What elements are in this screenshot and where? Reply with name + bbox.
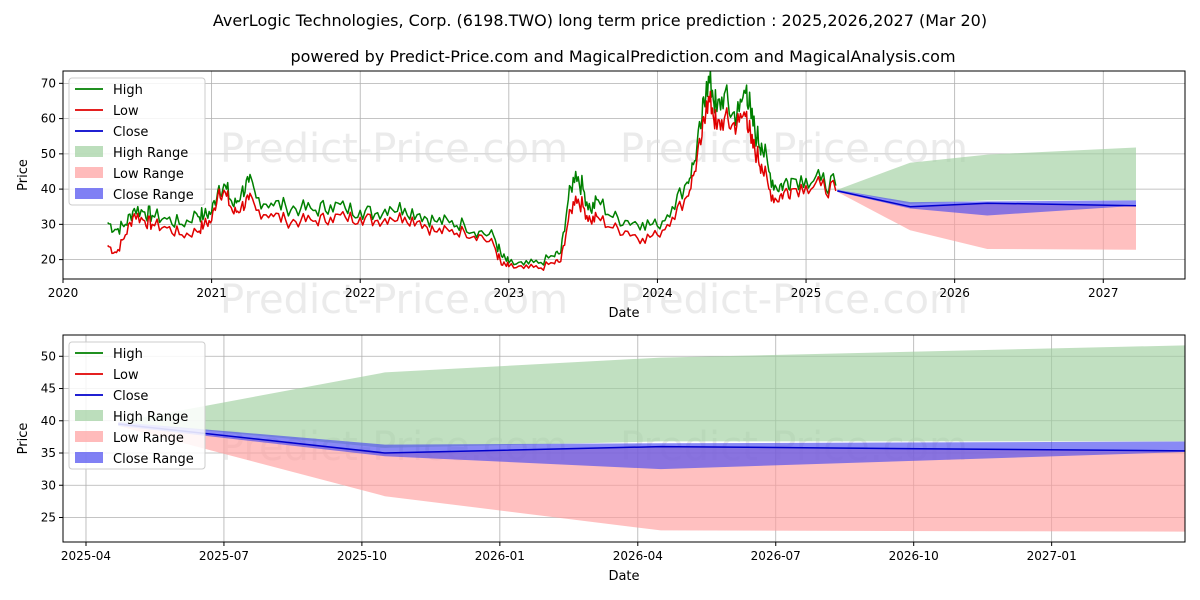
legend-label: Low Range <box>113 431 184 446</box>
y-axis-label: Price <box>16 423 31 455</box>
legend-label: Close Range <box>113 452 194 467</box>
high-range-band <box>837 147 1136 204</box>
x-tick-label: 2027 <box>1088 286 1119 300</box>
close-series-line <box>837 190 1137 208</box>
x-axis-label: Date <box>608 306 639 321</box>
axis-ticks: 2025-04 2025-07 2025-10 2026-01 2026-04 2026-… <box>41 349 1077 563</box>
high-range-band <box>118 345 1185 448</box>
legend: High Low Close High Range Low Range Close Ran… <box>68 77 206 206</box>
x-tick-label: 2025-10 <box>337 549 387 563</box>
legend: High Low Close High Range Low Range Close Ran… <box>68 341 206 470</box>
plot-frame <box>62 70 1186 280</box>
y-tick-label: 35 <box>41 446 56 460</box>
x-tick-label: 2026-07 <box>751 549 801 563</box>
legend-label: Low <box>113 368 139 383</box>
watermark-text: Predict-Price.com <box>620 277 968 323</box>
legend-label: Low <box>113 104 139 119</box>
plot-frame <box>62 334 1186 543</box>
x-tick-label: 2026 <box>939 286 970 300</box>
watermark-text: Predict-Price.com <box>220 126 568 172</box>
y-tick-label: 45 <box>41 382 56 396</box>
y-tick-label: 20 <box>41 253 56 267</box>
legend-swatch-patch <box>75 431 103 442</box>
plot-area <box>107 71 1137 271</box>
x-tick-label: 2021 <box>196 286 227 300</box>
x-tick-label: 2025 <box>791 286 822 300</box>
close-range-band <box>118 422 1185 470</box>
y-tick-label: 50 <box>41 349 56 363</box>
close-series-line <box>118 423 1185 454</box>
legend-label: Close Range <box>113 188 194 203</box>
plot-area <box>118 345 1185 532</box>
y-tick-label: 60 <box>41 112 56 126</box>
axis-ticks: 2020 2021 2022 2023 2024 2025 2026 2027 20 30 40 50… <box>41 76 1119 300</box>
legend-swatch-patch <box>75 167 103 178</box>
low-series-line <box>107 90 837 271</box>
watermark-text: Predict-Price.com <box>220 277 568 323</box>
y-tick-label: 40 <box>41 182 56 196</box>
legend-label: Low Range <box>113 167 184 182</box>
y-tick-label: 25 <box>41 510 56 524</box>
legend-label: High Range <box>113 410 188 425</box>
x-tick-label: 2025-07 <box>199 549 249 563</box>
legend-swatch-patch <box>75 188 103 199</box>
legend-swatch-patch <box>75 146 103 157</box>
legend-swatch-patch <box>75 410 103 421</box>
chart-subtitle: powered by Predict-Price.com and Magical… <box>290 47 955 66</box>
y-tick-label: 30 <box>41 217 56 231</box>
x-tick-label: 2026-10 <box>889 549 939 563</box>
y-tick-label: 70 <box>41 76 56 90</box>
x-tick-label: 2023 <box>494 286 525 300</box>
y-axis-label: Price <box>16 159 31 191</box>
legend-label: Close <box>113 125 148 140</box>
high-series-line <box>107 71 837 266</box>
chart-title: AverLogic Technologies, Corp. (6198.TWO)… <box>213 11 987 30</box>
x-tick-label: 2026-04 <box>613 549 663 563</box>
y-tick-label: 30 <box>41 478 56 492</box>
y-tick-label: 50 <box>41 147 56 161</box>
legend-label: High <box>113 347 143 362</box>
legend-label: Close <box>113 389 148 404</box>
x-tick-label: 2020 <box>48 286 79 300</box>
y-tick-label: 40 <box>41 414 56 428</box>
x-tick-label: 2022 <box>345 286 376 300</box>
watermark-group: Predict-Price.com Predict-Price.com Predic… <box>220 126 968 323</box>
x-tick-label: 2027-01 <box>1027 549 1077 563</box>
chart-panel-history: Predict-Price.com Predict-Price.com Predic… <box>16 70 1186 323</box>
x-tick-label: 2025-04 <box>61 549 111 563</box>
legend-label: High <box>113 83 143 98</box>
legend-label: High Range <box>113 146 188 161</box>
legend-swatch-patch <box>75 452 103 463</box>
x-tick-label: 2024 <box>642 286 673 300</box>
x-tick-label: 2026-01 <box>475 549 525 563</box>
x-axis-label: Date <box>608 569 639 584</box>
chart-panel-forecast: Predict-Price.comPredict-Price.com2025-0… <box>16 334 1186 584</box>
